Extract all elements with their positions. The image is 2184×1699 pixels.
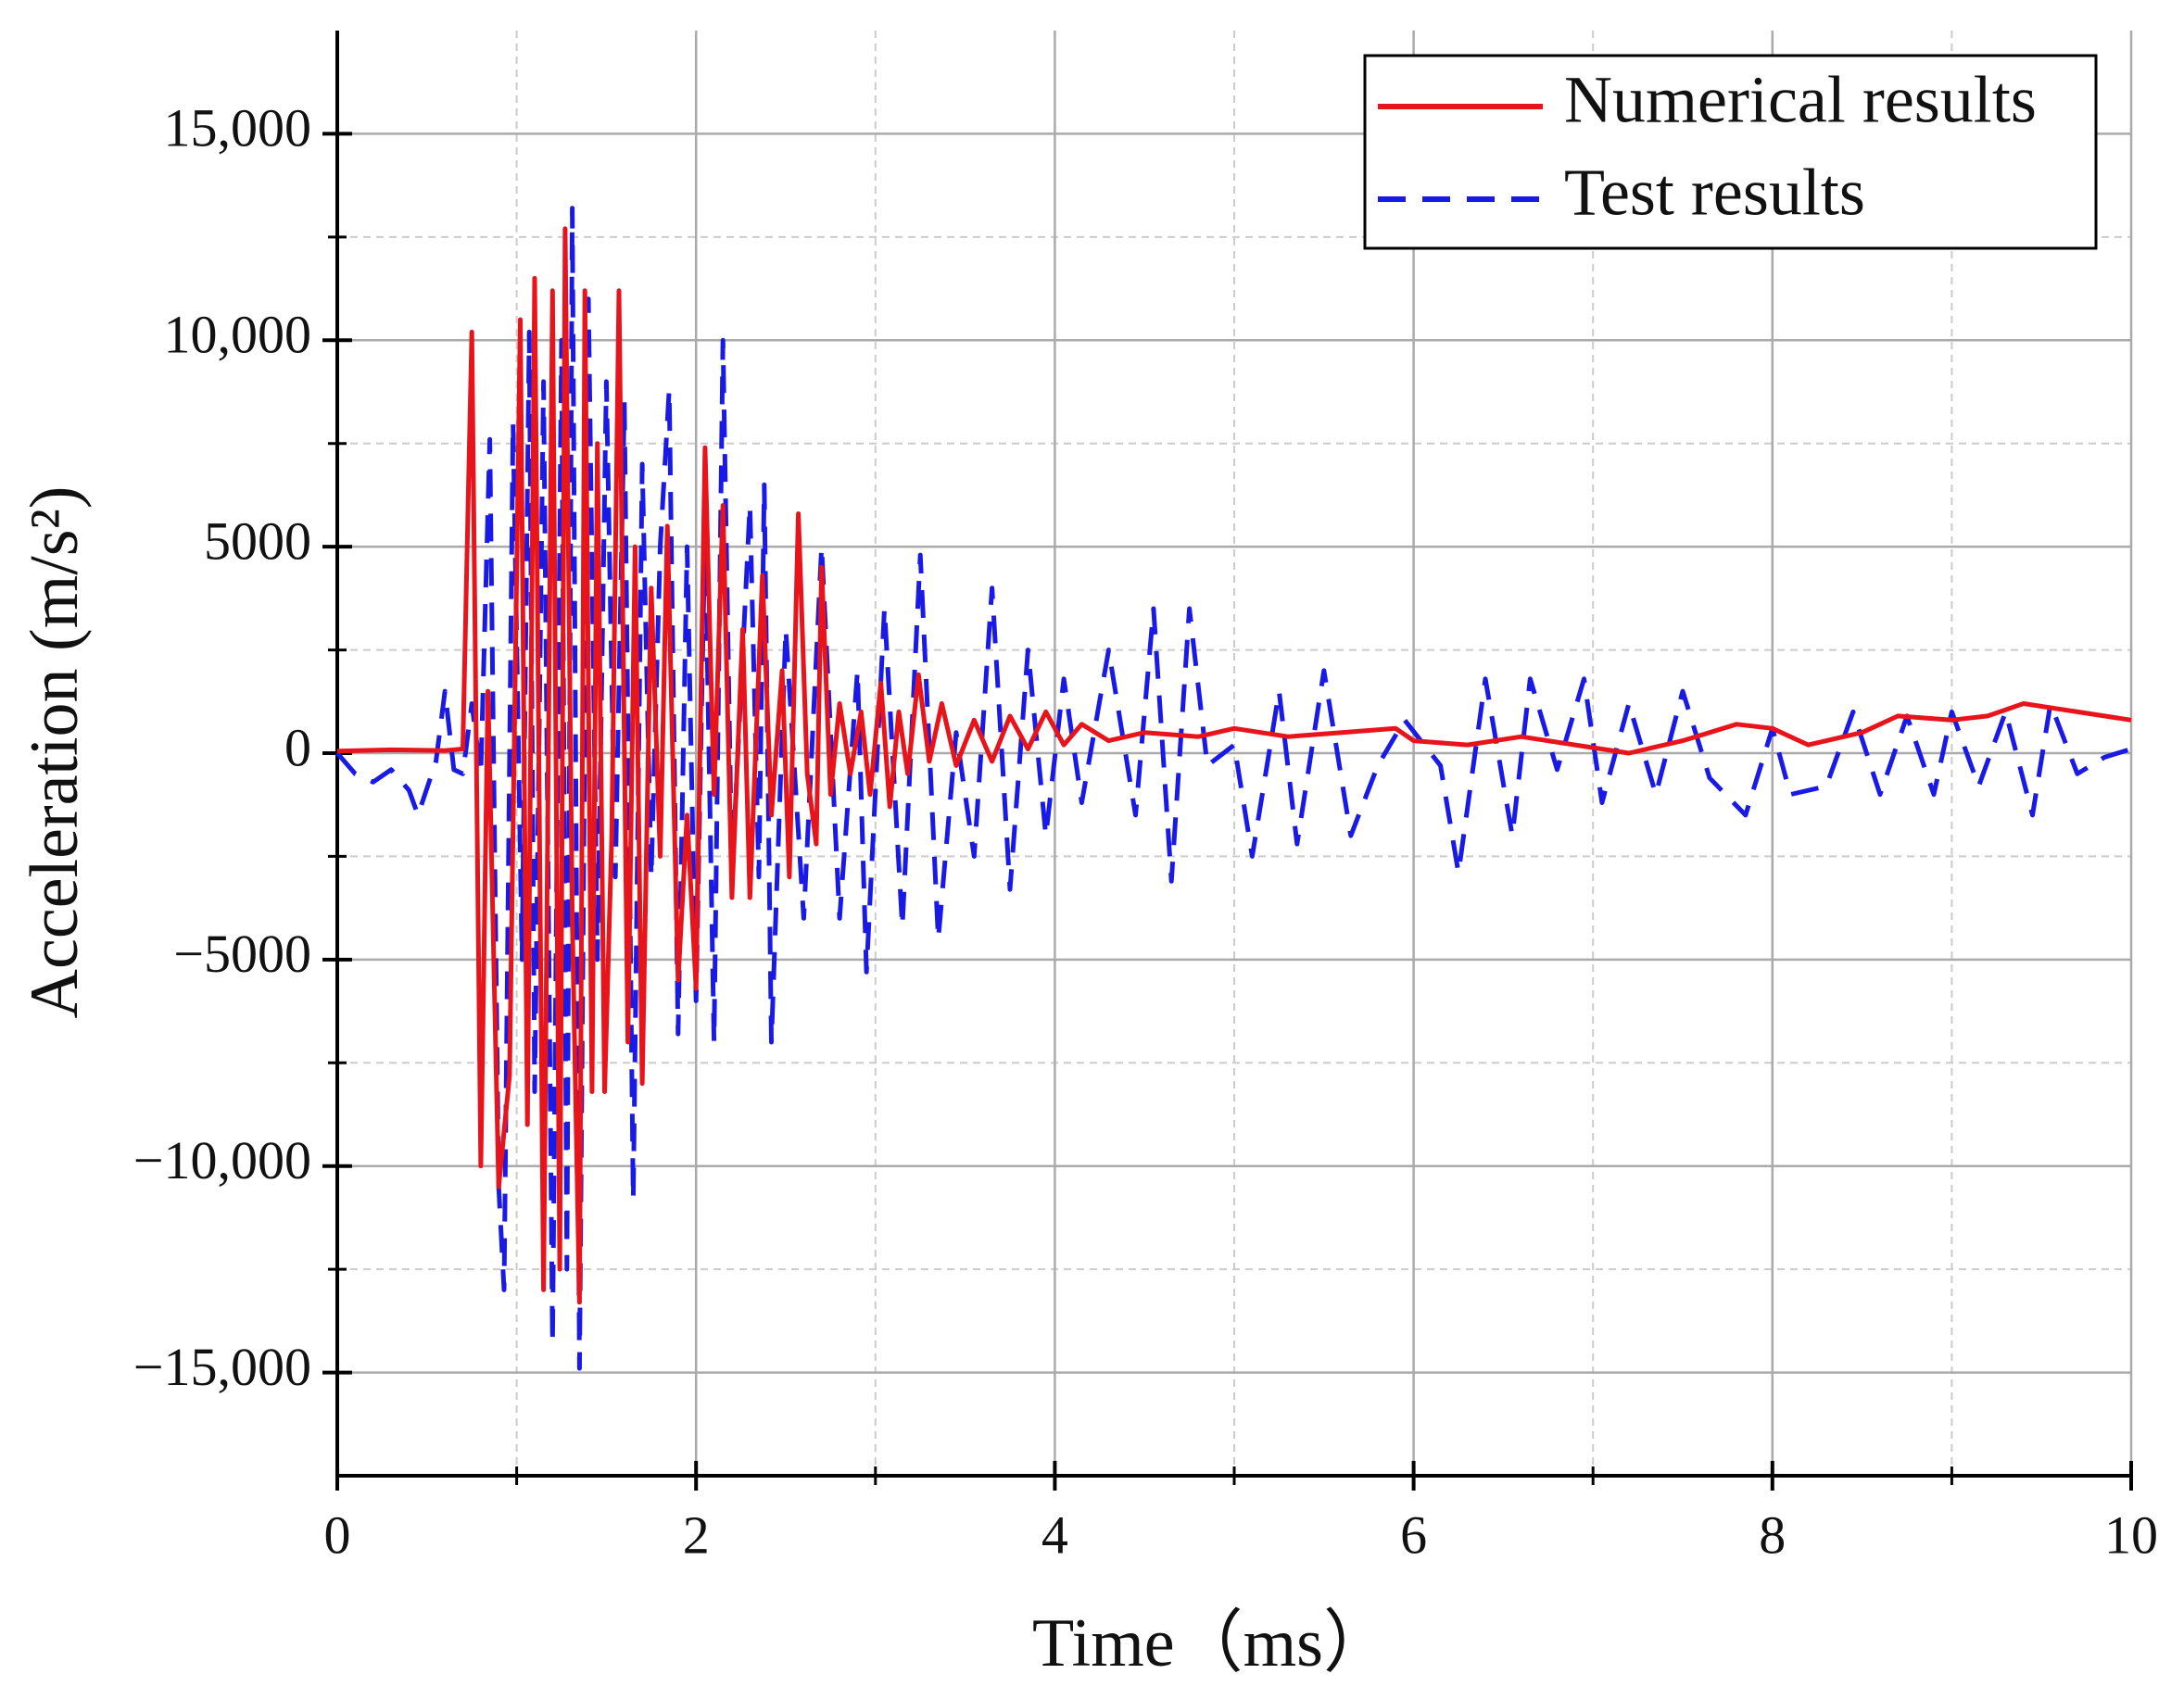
- y-tick-label: −10,000: [133, 1130, 311, 1190]
- y-tick-label: 10,000: [164, 305, 312, 365]
- y-tick-label: 15,000: [164, 98, 312, 158]
- x-tick-label: 2: [683, 1504, 710, 1565]
- legend-label: Test results: [1564, 156, 1865, 230]
- x-axis-title: Time（ms）: [1032, 1605, 1392, 1681]
- y-tick-label: 0: [284, 717, 311, 777]
- legend-box: [1363, 54, 2098, 250]
- x-tick-label: 4: [1042, 1504, 1068, 1565]
- x-tick-label: 8: [1759, 1504, 1786, 1565]
- x-tick-label: 6: [1400, 1504, 1427, 1565]
- series-line: [336, 226, 2132, 1305]
- x-tick-label: 10: [2104, 1504, 2158, 1565]
- legend-label: Numerical results: [1564, 63, 2037, 137]
- y-tick-label: −5000: [173, 924, 311, 984]
- y-tick-label: 5000: [204, 510, 311, 571]
- x-tick-label: 0: [324, 1504, 351, 1565]
- y-axis-title: Acceleration (m/s²): [17, 486, 93, 1019]
- y-tick-label: −15,000: [133, 1337, 311, 1397]
